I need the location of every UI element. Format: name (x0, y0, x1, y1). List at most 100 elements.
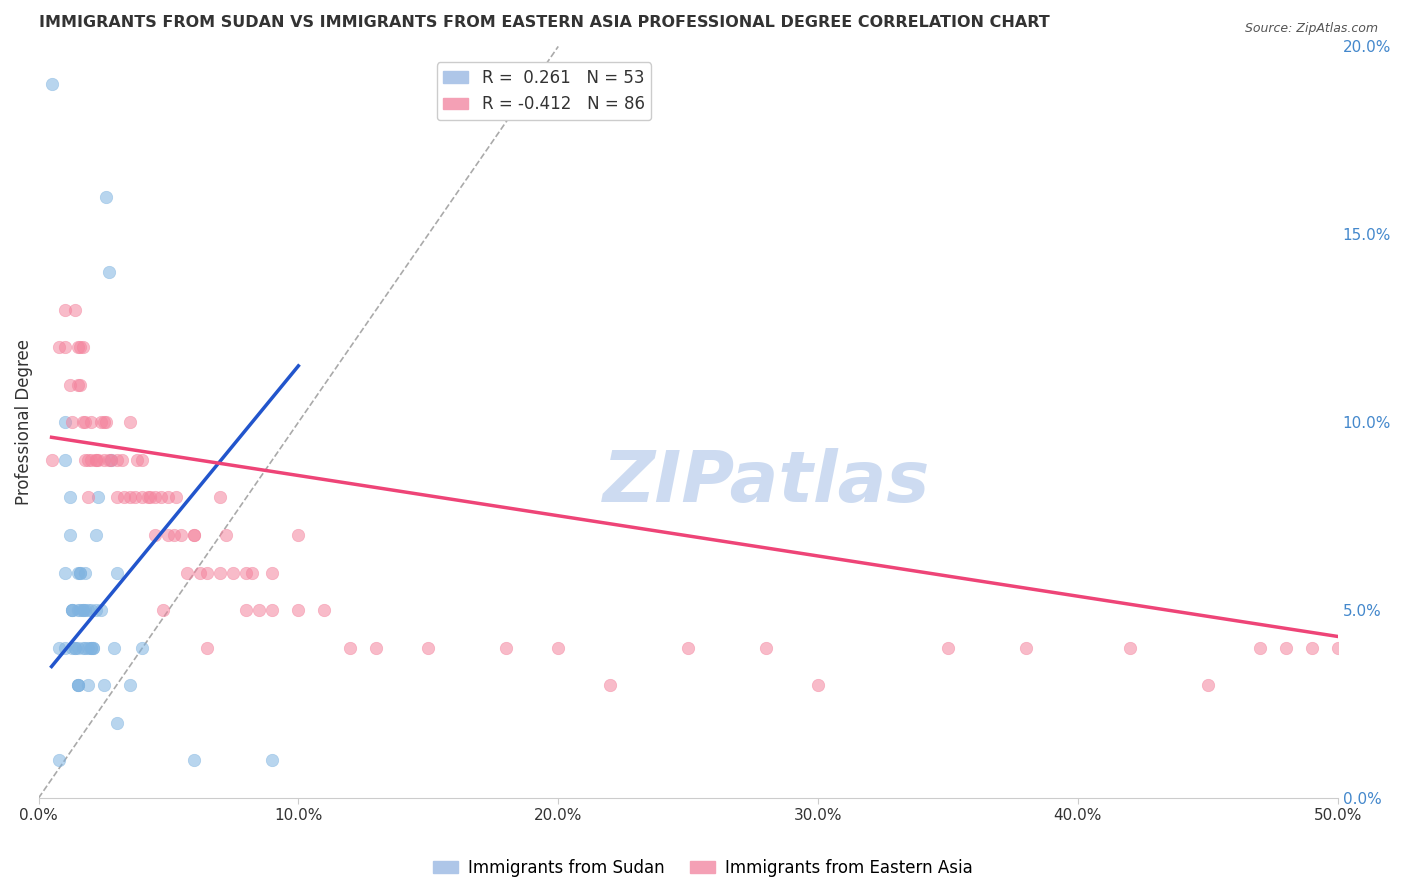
Point (53, 640, 76, 655)
Point (314, 603, 336, 617)
Point (366, 640, 388, 655)
Point (97, 265, 120, 279)
Point (66, 566, 89, 580)
Point (60, 415, 83, 429)
Point (72, 415, 94, 429)
Y-axis label: Professional Degree: Professional Degree (15, 339, 32, 505)
Point (66, 603, 89, 617)
Point (755, 640, 778, 655)
Point (66, 678, 89, 692)
Point (84, 528, 107, 542)
Point (149, 491, 172, 505)
Point (936, 640, 959, 655)
Point (66, 340, 89, 354)
Point (84, 453, 107, 467)
Point (100, 453, 122, 467)
Point (131, 491, 153, 505)
Point (53, 453, 76, 467)
Point (214, 528, 236, 542)
Point (235, 566, 257, 580)
Point (69, 377, 91, 392)
Point (79, 603, 101, 617)
Point (69, 566, 91, 580)
Point (240, 566, 263, 580)
Point (77, 453, 100, 467)
Point (66, 678, 89, 692)
Point (676, 640, 699, 655)
Point (170, 528, 193, 542)
Point (145, 528, 167, 542)
Point (41, 77, 63, 91)
Point (75, 640, 97, 655)
Point (222, 566, 245, 580)
Point (82, 640, 104, 655)
Point (262, 603, 284, 617)
Point (77, 491, 100, 505)
Point (197, 640, 219, 655)
Point (1015, 640, 1038, 655)
Point (63, 640, 86, 655)
Point (112, 491, 135, 505)
Point (183, 754, 205, 768)
Point (127, 453, 149, 467)
Text: Source: ZipAtlas.com: Source: ZipAtlas.com (1244, 22, 1378, 36)
Point (111, 453, 134, 467)
Point (48, 640, 70, 655)
Point (145, 491, 167, 505)
Point (87, 491, 110, 505)
Point (75, 453, 97, 467)
Point (1197, 678, 1219, 692)
Point (53, 415, 76, 429)
Legend: Immigrants from Sudan, Immigrants from Eastern Asia: Immigrants from Sudan, Immigrants from E… (426, 853, 980, 884)
Point (53, 302, 76, 317)
Point (131, 640, 153, 655)
Point (807, 678, 830, 692)
Point (209, 491, 232, 505)
Point (157, 491, 180, 505)
Point (1249, 640, 1271, 655)
Point (495, 640, 517, 655)
Point (105, 566, 128, 580)
Point (339, 640, 361, 655)
Point (60, 603, 83, 617)
Point (262, 566, 284, 580)
Point (79, 453, 101, 467)
Text: IMMIGRANTS FROM SUDAN VS IMMIGRANTS FROM EASTERN ASIA PROFESSIONAL DEGREE CORREL: IMMIGRANTS FROM SUDAN VS IMMIGRANTS FROM… (38, 15, 1049, 30)
Point (48, 340, 70, 354)
Point (1119, 640, 1142, 655)
Point (209, 566, 232, 580)
Point (69, 340, 91, 354)
Point (93, 678, 115, 692)
Point (72, 603, 94, 617)
Point (75, 603, 97, 617)
Point (75, 566, 97, 580)
Point (48, 754, 70, 768)
Text: ZIPatlas: ZIPatlas (602, 448, 929, 516)
Point (1301, 640, 1323, 655)
Point (152, 603, 174, 617)
Point (136, 491, 159, 505)
Point (547, 640, 569, 655)
Point (69, 566, 91, 580)
Point (66, 678, 89, 692)
Legend: R =  0.261   N = 53, R = -0.412   N = 86: R = 0.261 N = 53, R = -0.412 N = 86 (437, 62, 651, 120)
Point (94, 415, 117, 429)
Point (197, 566, 219, 580)
Point (157, 528, 180, 542)
Point (124, 491, 146, 505)
Point (66, 377, 89, 392)
Point (90, 415, 112, 429)
Point (183, 528, 205, 542)
Point (105, 491, 128, 505)
Point (77, 603, 100, 617)
Point (75, 415, 97, 429)
Point (59, 491, 82, 505)
Point (163, 528, 186, 542)
Point (72, 603, 94, 617)
Point (105, 453, 128, 467)
Point (77, 640, 100, 655)
Point (53, 340, 76, 354)
Point (118, 491, 141, 505)
Point (41, 453, 63, 467)
Point (93, 453, 115, 467)
